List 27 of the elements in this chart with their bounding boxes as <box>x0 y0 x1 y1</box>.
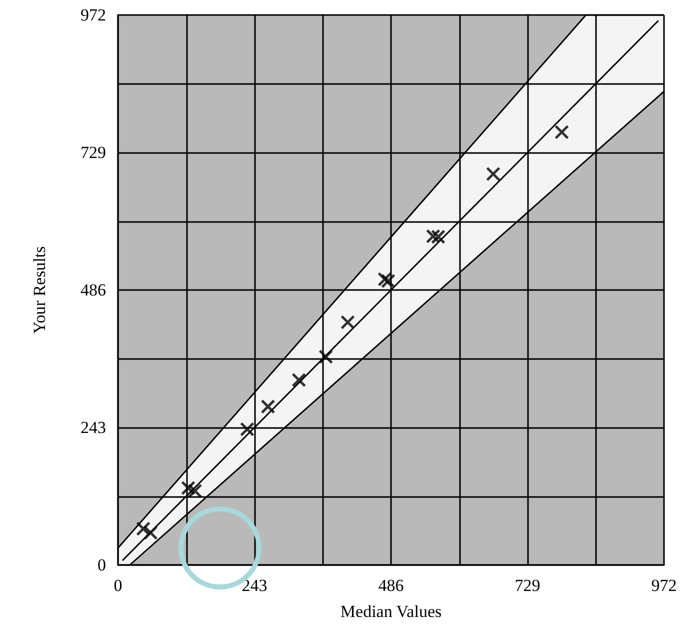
point <box>136 522 151 536</box>
x-tick-label: 972 <box>651 576 677 595</box>
y-tick-label: 972 <box>80 6 106 24</box>
point <box>180 480 196 496</box>
point <box>430 230 446 244</box>
y-tick-label: 729 <box>80 143 106 162</box>
x-tick-label: 486 <box>378 576 404 595</box>
point <box>143 525 158 540</box>
point <box>318 350 334 364</box>
y-tick-label: 243 <box>80 418 106 437</box>
point <box>292 372 306 388</box>
point <box>340 315 355 330</box>
point <box>380 274 396 288</box>
point <box>240 422 254 436</box>
point <box>486 166 500 182</box>
y-tick-label: 0 <box>98 556 106 574</box>
y-axis-title: Your Results <box>30 246 49 334</box>
x-tick-label: 729 <box>514 576 540 595</box>
point <box>426 228 440 244</box>
x-tick-label: 0 <box>114 576 122 595</box>
y-tick-label: 486 <box>80 280 106 300</box>
point <box>260 399 276 414</box>
x-tick-label: 243 <box>242 576 268 595</box>
point <box>378 272 392 286</box>
point <box>554 124 570 140</box>
x-axis-title: Median Values <box>340 602 442 621</box>
point <box>188 484 202 498</box>
